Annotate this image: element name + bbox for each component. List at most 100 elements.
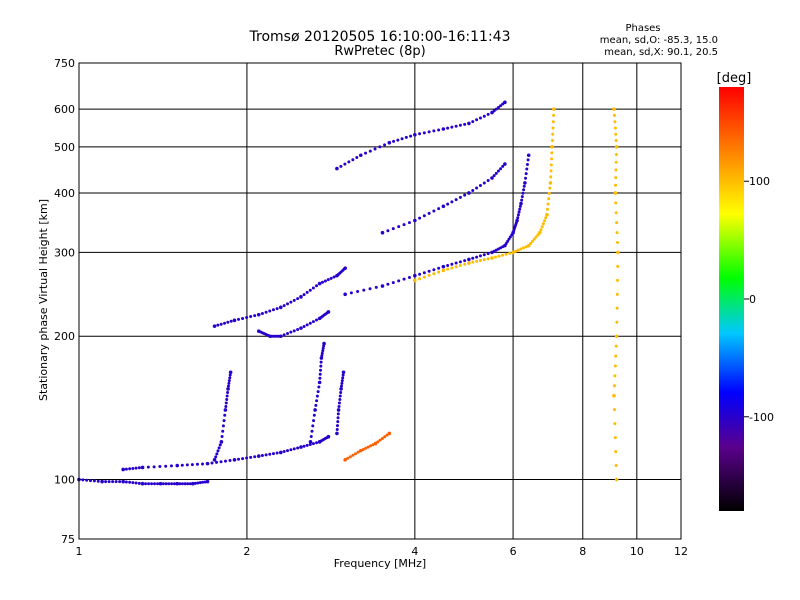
data-point	[463, 122, 467, 126]
data-point	[302, 444, 306, 448]
data-point	[164, 482, 168, 486]
data-point	[441, 268, 446, 273]
plot-frame	[78, 62, 682, 540]
data-point	[134, 481, 138, 485]
data-point	[521, 246, 525, 250]
data-point	[524, 245, 528, 249]
data-point	[224, 459, 228, 463]
data-point	[616, 250, 620, 255]
data-points	[77, 100, 620, 486]
data-point	[378, 145, 382, 149]
data-point	[351, 453, 355, 457]
data-point	[311, 320, 315, 324]
data-point	[543, 219, 547, 223]
data-point	[81, 478, 85, 482]
data-point	[494, 107, 498, 111]
data-point	[454, 265, 458, 269]
data-point	[348, 455, 352, 459]
data-point	[552, 113, 556, 117]
data-point	[346, 456, 350, 460]
data-point	[526, 243, 531, 248]
data-point	[432, 268, 436, 272]
data-point	[336, 412, 340, 416]
data-point	[441, 127, 446, 131]
data-point	[227, 379, 231, 383]
data-point	[299, 445, 303, 449]
data-point	[364, 151, 368, 155]
data-point	[356, 290, 360, 294]
data-point	[614, 176, 618, 180]
data-point	[482, 114, 486, 118]
data-point	[613, 126, 617, 130]
data-point	[503, 100, 507, 105]
data-point	[326, 434, 331, 439]
data-point	[450, 200, 454, 204]
data-point	[386, 282, 390, 286]
data-point	[515, 218, 519, 223]
data-point	[614, 201, 618, 205]
data-point	[216, 323, 220, 327]
data-point	[482, 181, 486, 185]
chart-title: Tromsø 20120505 16:10:00-16:11:43	[249, 29, 511, 45]
data-point	[368, 287, 372, 291]
data-point	[237, 457, 241, 461]
data-point	[253, 455, 257, 459]
data-point	[547, 197, 551, 201]
data-point	[614, 153, 618, 157]
data-point	[471, 260, 475, 264]
phases-heading: Phases	[625, 23, 660, 34]
data-point	[335, 424, 339, 428]
data-point	[332, 275, 336, 279]
data-point	[215, 460, 219, 464]
data-point	[520, 195, 524, 199]
data-point	[292, 447, 296, 451]
data-point	[164, 464, 168, 468]
data-point	[508, 251, 512, 255]
data-point	[432, 272, 436, 276]
data-point	[418, 277, 422, 281]
data-point	[180, 463, 184, 467]
data-point	[186, 482, 190, 486]
data-point	[549, 163, 553, 167]
data-point	[508, 235, 512, 239]
data-point	[458, 123, 462, 127]
data-point	[318, 376, 322, 380]
data-point	[315, 318, 319, 322]
data-point	[326, 310, 331, 314]
data-point	[302, 325, 306, 329]
data-point	[228, 376, 232, 380]
data-point	[158, 465, 162, 469]
y-tick-label: 750	[54, 57, 75, 70]
data-point	[114, 480, 118, 484]
data-point	[201, 480, 205, 484]
data-point	[614, 450, 618, 454]
data-point	[100, 479, 104, 484]
data-point	[525, 162, 529, 166]
data-point	[437, 207, 441, 211]
data-point	[140, 465, 145, 470]
data-point	[552, 107, 556, 111]
data-point	[518, 207, 522, 211]
data-point	[616, 264, 620, 268]
data-point	[519, 201, 523, 206]
data-point	[335, 166, 339, 171]
data-point	[373, 441, 378, 446]
data-point	[85, 478, 89, 482]
x-tick-label: 12	[674, 545, 688, 558]
data-point	[198, 481, 202, 485]
data-point	[615, 320, 619, 324]
data-point	[205, 461, 210, 466]
data-point	[296, 327, 300, 331]
data-point	[482, 258, 486, 262]
data-point	[475, 255, 479, 259]
data-point	[256, 312, 261, 317]
data-point	[541, 222, 545, 226]
data-point	[178, 482, 182, 486]
data-point	[506, 239, 510, 243]
data-point	[368, 149, 372, 153]
data-point	[226, 320, 230, 324]
y-axis-label: Stationary phase Virtual Height [km]	[37, 199, 50, 401]
data-point	[522, 184, 526, 188]
data-point	[282, 304, 286, 308]
data-point	[219, 460, 223, 464]
